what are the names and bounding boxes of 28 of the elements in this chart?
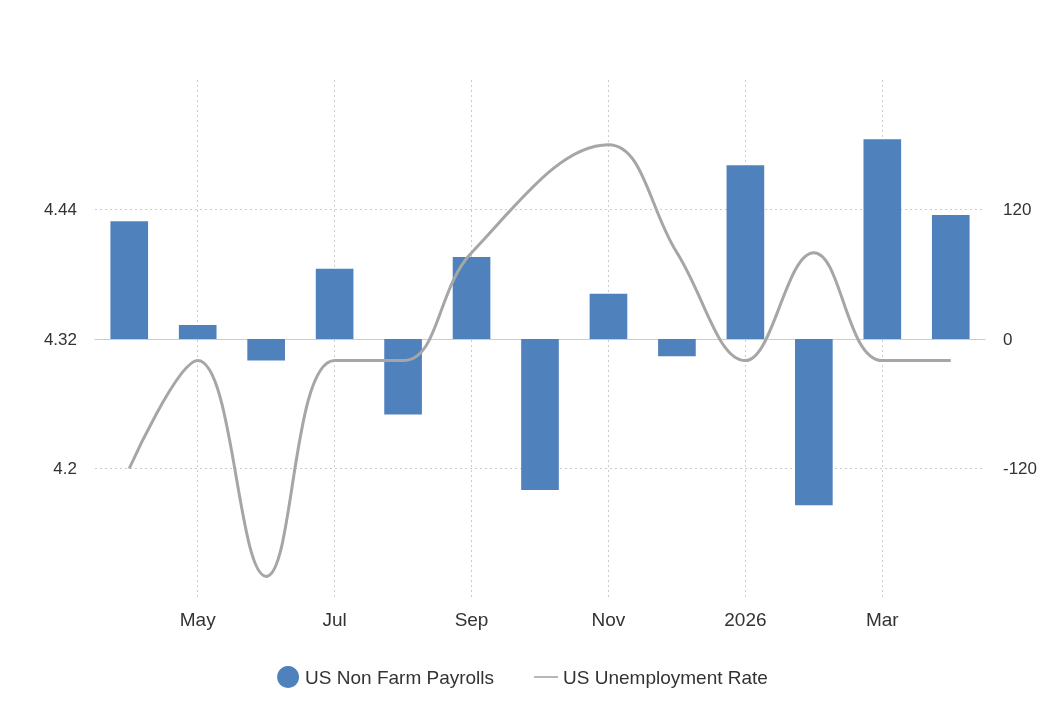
bar — [795, 339, 833, 506]
y2-tick-label: 120 — [1003, 200, 1032, 219]
x-tick-label: Jul — [322, 609, 347, 630]
legend-label: US Unemployment Rate — [563, 666, 768, 688]
bar — [178, 324, 217, 339]
bar — [384, 339, 422, 415]
y2-tick-label: 0 — [1003, 329, 1013, 349]
bar — [658, 339, 696, 357]
x-tick-label: 2026 — [724, 609, 767, 630]
bar — [247, 339, 285, 361]
legend-label: US Non Farm Payrolls — [305, 666, 495, 688]
x-tick-label: May — [179, 609, 217, 630]
bar — [452, 256, 491, 339]
bar — [726, 165, 765, 339]
x-tick-label: Nov — [591, 609, 626, 630]
bar — [589, 293, 628, 339]
bar — [521, 339, 559, 491]
bar — [110, 221, 149, 339]
bar — [315, 268, 354, 339]
x-tick-label: Sep — [454, 609, 489, 630]
y-tick-label: 4.44 — [43, 200, 77, 219]
bar — [931, 214, 970, 339]
y-tick-label: 4.32 — [43, 329, 77, 349]
x-tick-label: Mar — [865, 609, 900, 630]
y-tick-label: 4.2 — [53, 459, 77, 478]
line-series — [127, 143, 953, 578]
bar — [863, 139, 902, 339]
y2-tick-label: -120 — [1003, 459, 1038, 478]
